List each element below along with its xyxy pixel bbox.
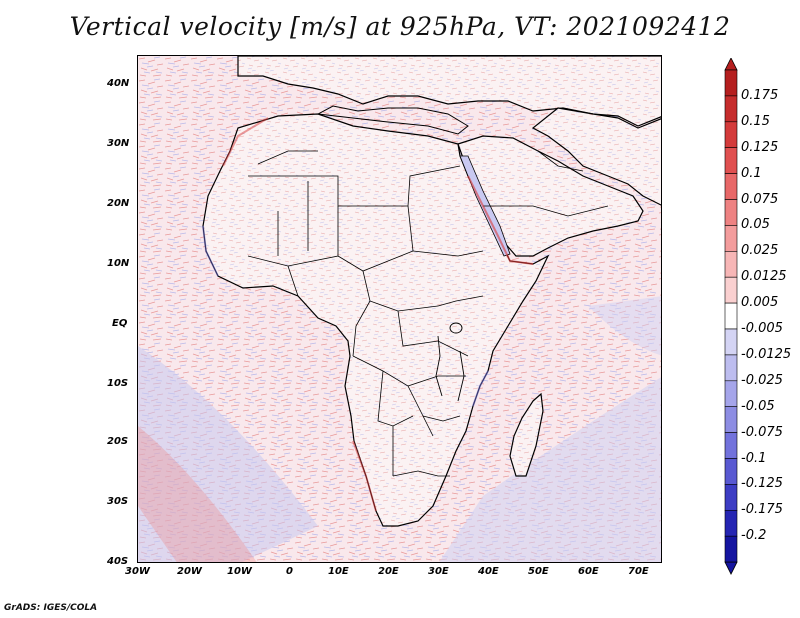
colorbar-tick-label: -0.025 xyxy=(741,372,783,388)
colorbar-swatch xyxy=(724,302,738,330)
colorbar-tick-label: -0.0125 xyxy=(741,346,792,362)
lat-label: 10S xyxy=(107,378,129,389)
lat-label: 20N xyxy=(107,198,130,209)
colorbar xyxy=(724,58,738,575)
colorbar-swatch xyxy=(724,225,738,252)
colorbar-swatch xyxy=(724,147,738,174)
lon-label: 30W xyxy=(125,566,150,577)
colorbar-tick-label: -0.075 xyxy=(741,424,783,440)
colorbar-tick-label: -0.2 xyxy=(741,528,767,544)
lon-label: 50E xyxy=(528,566,549,577)
europe-land xyxy=(237,56,661,127)
colorbar-swatch xyxy=(724,251,738,278)
colorbar-tick-label: 0.075 xyxy=(741,191,779,207)
map-panel xyxy=(137,55,662,563)
lat-label: 40S xyxy=(107,556,129,567)
colorbar-swatch xyxy=(724,484,738,511)
lat-label: 30S xyxy=(107,496,129,507)
colorbar-tick-label: 0.025 xyxy=(741,243,779,259)
colorbar-swatch xyxy=(724,328,738,356)
lon-label: 20E xyxy=(378,566,399,577)
colorbar-swatch xyxy=(724,199,738,226)
colorbar-tick-label: -0.1 xyxy=(741,450,767,466)
lat-label: 40N xyxy=(107,78,130,89)
madagascar-land xyxy=(509,392,544,477)
colorbar-swatch xyxy=(724,380,738,407)
colorbar-tick-label: -0.125 xyxy=(741,476,783,492)
map-title: Vertical velocity [m/s] at 925hPa, VT: 2… xyxy=(69,12,731,41)
colorbar-swatch xyxy=(724,509,738,537)
lon-label: 30E xyxy=(428,566,449,577)
colorbar-tick-label: 0.0125 xyxy=(741,269,787,285)
colorbar-arrow-top xyxy=(724,58,738,71)
colorbar-swatch xyxy=(724,535,738,563)
lon-label: 60E xyxy=(578,566,599,577)
lon-label: 20W xyxy=(177,566,202,577)
lat-label: 30N xyxy=(107,138,130,149)
lat-label: 20S xyxy=(107,436,129,447)
colorbar-swatch xyxy=(724,406,738,433)
colorbar-swatch xyxy=(724,458,738,485)
colorbar-swatch xyxy=(724,69,738,97)
colorbar-arrow-bottom xyxy=(724,561,738,575)
lat-label: 10N xyxy=(107,258,130,269)
colorbar-tick-label: 0.1 xyxy=(741,165,762,181)
colorbar-tick-label: 0.05 xyxy=(741,217,770,233)
colorbar-swatch xyxy=(724,432,738,459)
lon-label: 10W xyxy=(227,566,252,577)
lon-label: 40E xyxy=(478,566,499,577)
colorbar-tick-label: -0.05 xyxy=(741,398,775,414)
lon-label: 70E xyxy=(628,566,649,577)
colorbar-swatch xyxy=(724,95,738,123)
colorbar-tick-label: -0.175 xyxy=(741,502,783,518)
colorbar-tick-label: -0.005 xyxy=(741,321,783,336)
colorbar-tick-label: 0.175 xyxy=(741,87,779,103)
vertical-velocity-field xyxy=(138,56,661,562)
colorbar-swatch xyxy=(724,276,738,304)
lat-label: EQ xyxy=(112,318,128,329)
colorbar-tick-label: 0.005 xyxy=(741,295,779,311)
colorbar-swatch xyxy=(724,354,738,382)
colorbar-swatch xyxy=(724,121,738,148)
colorbar-swatch xyxy=(724,173,738,200)
lon-label: 10E xyxy=(328,566,349,577)
lon-label: 0 xyxy=(286,566,293,577)
colorbar-tick-label: 0.15 xyxy=(741,113,770,129)
colorbar-tick-label: 0.125 xyxy=(741,139,779,155)
credit-text: GrADS: IGES/COLA xyxy=(4,603,98,613)
country-borders xyxy=(247,150,609,477)
